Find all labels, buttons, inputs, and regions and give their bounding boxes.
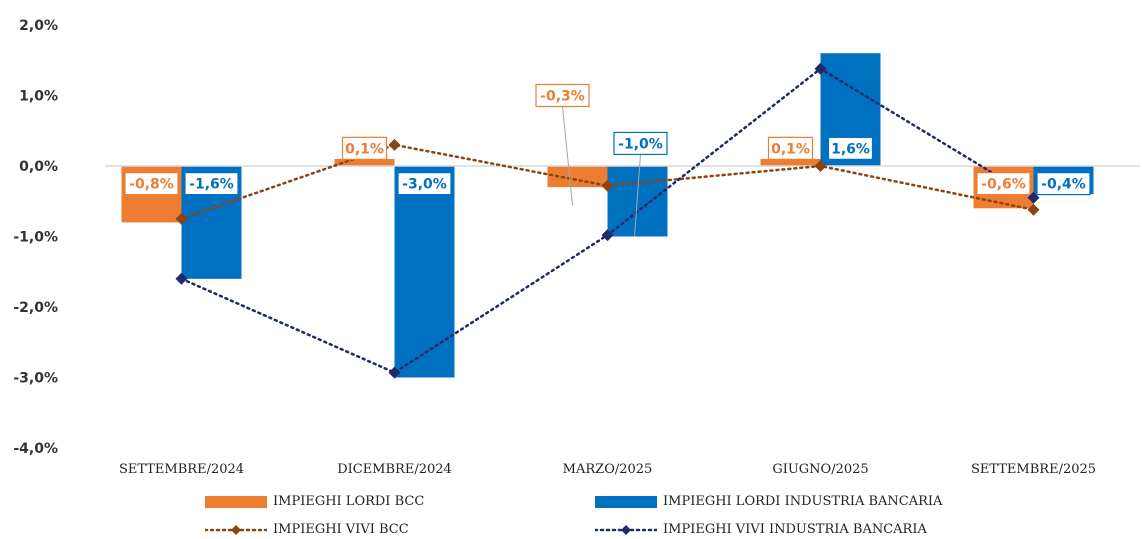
point-industry bbox=[175, 272, 188, 285]
label-box bbox=[124, 172, 179, 196]
data-label: 0,1% bbox=[767, 136, 814, 160]
label-leader-line bbox=[634, 154, 641, 237]
data-label-text: -3,0% bbox=[402, 177, 447, 193]
point-industry bbox=[601, 229, 614, 242]
bar-bcc bbox=[760, 158, 821, 166]
data-label-text: -0,3% bbox=[540, 89, 585, 105]
y-tick-label: -3,0% bbox=[13, 371, 58, 387]
data-label-text: -0,6% bbox=[981, 177, 1026, 193]
point-bcc bbox=[1027, 203, 1040, 216]
data-label: -0,4% bbox=[1036, 172, 1091, 196]
x-category-label: SETTEMBRE/2025 bbox=[971, 462, 1096, 477]
label-box bbox=[341, 136, 388, 160]
y-tick-label: -1,0% bbox=[13, 230, 58, 246]
label-box bbox=[827, 136, 874, 160]
label-box bbox=[1036, 172, 1091, 196]
y-tick-label: 0,0% bbox=[19, 159, 58, 175]
line-bcc bbox=[180, 143, 1035, 221]
data-label-text: -0,8% bbox=[129, 177, 174, 193]
x-category-label: MARZO/2025 bbox=[563, 462, 653, 477]
label-box bbox=[976, 172, 1031, 196]
x-category-label: GIUGNO/2025 bbox=[772, 462, 868, 477]
legend-item-bcc-bar: IMPIEGHI LORDI BCC bbox=[205, 494, 424, 509]
y-tick-label: -2,0% bbox=[13, 300, 58, 316]
y-axis: 2,0% 1,0% 0,0% -1,0% -2,0% -3,0% -4,0% bbox=[13, 18, 58, 457]
data-label-text: -1,0% bbox=[618, 136, 663, 152]
legend-swatch-industry-line bbox=[595, 524, 657, 535]
legend-item-industry-line: IMPIEGHI VIVI INDUSTRIA BANCARIA bbox=[595, 522, 927, 537]
point-bcc bbox=[601, 179, 614, 192]
bars bbox=[121, 53, 1094, 378]
data-label: -1,6% bbox=[184, 172, 239, 196]
legend-swatch-bcc-line bbox=[205, 524, 267, 535]
x-category-label: DICEMBRE/2024 bbox=[337, 462, 452, 477]
legend-label: IMPIEGHI VIVI BCC bbox=[273, 522, 409, 537]
legend-item-bcc-line: IMPIEGHI VIVI BCC bbox=[205, 522, 409, 537]
legend-label: IMPIEGHI LORDI BCC bbox=[273, 494, 425, 509]
data-label-text: 1,6% bbox=[831, 141, 870, 157]
label-box bbox=[535, 83, 590, 108]
data-labels: -0,8% 0,1% -0,3% 0,1% -0,6% -1,6% -3,0% -1,0% 1,… bbox=[124, 83, 1091, 237]
point-industry bbox=[388, 366, 401, 379]
data-label-text: 0,1% bbox=[345, 141, 384, 157]
point-bcc bbox=[814, 160, 827, 172]
legend-item-industry-bar: IMPIEGHI LORDI INDUSTRIA BANCARIA bbox=[595, 494, 942, 509]
point-bcc bbox=[388, 138, 401, 151]
bar-industry bbox=[394, 166, 455, 378]
y-tick-label: 2,0% bbox=[19, 18, 58, 34]
label-box bbox=[184, 172, 239, 196]
y-tick-label: -4,0% bbox=[13, 441, 58, 457]
data-label: 1,6% bbox=[827, 136, 874, 160]
y-tick-label: 1,0% bbox=[19, 89, 58, 105]
data-label: 0,1% bbox=[341, 136, 388, 160]
label-box bbox=[767, 136, 814, 160]
legend-label: IMPIEGHI LORDI INDUSTRIA BANCARIA bbox=[663, 494, 943, 509]
data-label: -0,3% bbox=[535, 83, 590, 206]
legend-label: IMPIEGHI VIVI INDUSTRIA BANCARIA bbox=[663, 522, 927, 537]
data-label-text: -0,4% bbox=[1041, 177, 1086, 193]
point-bcc bbox=[175, 212, 188, 225]
data-label: -0,6% bbox=[976, 172, 1031, 196]
data-label-text: -1,6% bbox=[189, 177, 234, 193]
label-box bbox=[397, 172, 452, 196]
data-label: -0,8% bbox=[124, 172, 179, 196]
x-axis: SETTEMBRE/2024 DICEMBRE/2024 MARZO/2025 GIU… bbox=[119, 462, 1096, 477]
label-box bbox=[613, 131, 668, 156]
label-leader-line bbox=[562, 106, 573, 206]
point-industry bbox=[814, 62, 827, 75]
data-label: -3,0% bbox=[397, 172, 452, 196]
bar-bcc bbox=[334, 158, 395, 166]
data-label-text: 0,1% bbox=[771, 141, 810, 157]
data-label: -1,0% bbox=[613, 131, 668, 237]
legend-swatch-industry-bar bbox=[595, 495, 657, 508]
legend-swatch-bcc-bar bbox=[205, 495, 267, 508]
x-category-label: SETTEMBRE/2024 bbox=[119, 462, 244, 477]
